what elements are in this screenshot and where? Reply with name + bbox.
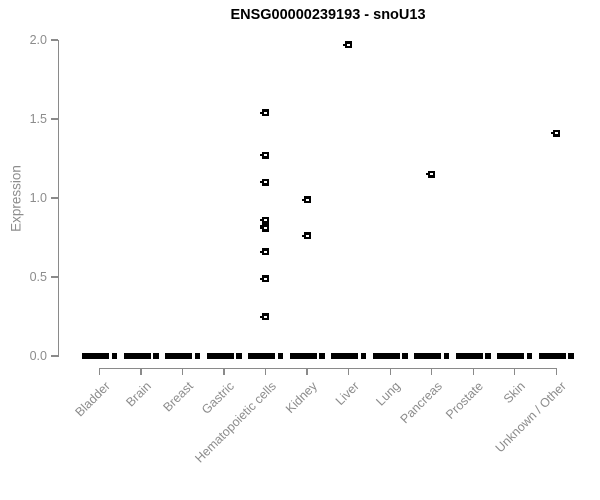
- y-tick-label: 0.0: [29, 348, 47, 363]
- y-tick-label: 1.5: [29, 111, 47, 126]
- data-point: [550, 129, 560, 137]
- zero-expression-dash: [360, 353, 367, 359]
- y-axis-tick: [51, 118, 58, 120]
- x-axis-tick: [472, 368, 474, 375]
- zero-expression-dash: [526, 353, 533, 359]
- x-axis-tick: [431, 368, 433, 375]
- x-axis-tick: [306, 368, 308, 375]
- y-axis-tick: [51, 197, 58, 199]
- zero-expression-dash: [331, 353, 359, 359]
- data-point: [260, 313, 270, 320]
- data-point: [301, 232, 311, 240]
- data-point: [260, 216, 270, 224]
- zero-expression-dash: [82, 353, 109, 359]
- y-tick-label: 1.0: [29, 190, 47, 205]
- data-point: [260, 178, 270, 186]
- y-tick-label: 0.5: [29, 269, 47, 284]
- x-axis-tick: [514, 368, 516, 375]
- zero-expression-dash: [236, 353, 242, 359]
- data-point: [260, 275, 270, 283]
- zero-expression-dash: [485, 353, 491, 359]
- data-point: [426, 170, 436, 178]
- x-axis-tick: [555, 368, 558, 375]
- zero-expression-dash: [568, 353, 574, 359]
- y-tick-label: 2.0: [29, 32, 47, 47]
- zero-expression-dash: [248, 353, 276, 359]
- y-axis-tick: [51, 276, 58, 278]
- zero-expression-dash: [372, 353, 400, 359]
- x-axis-tick: [140, 368, 142, 375]
- y-axis-tick: [51, 39, 58, 41]
- zero-expression-dash: [277, 353, 284, 359]
- x-axis-line: [99, 367, 557, 369]
- zero-expression-dash: [194, 353, 201, 359]
- zero-expression-dash: [538, 353, 566, 359]
- zero-expression-dash: [165, 353, 193, 359]
- data-point: [260, 109, 270, 117]
- zero-expression-dash: [206, 353, 234, 359]
- y-axis-tick: [51, 355, 58, 357]
- zero-expression-dash: [319, 353, 325, 359]
- zero-expression-dash: [402, 353, 408, 359]
- x-axis-tick: [347, 368, 350, 375]
- data-point: [301, 196, 311, 204]
- data-point: [260, 248, 270, 256]
- zero-expression-dash: [289, 353, 317, 359]
- zero-expression-dash: [497, 353, 525, 359]
- data-point: [343, 41, 353, 49]
- zero-expression-dash: [414, 353, 442, 359]
- zero-expression-dash: [123, 353, 151, 359]
- x-axis-tick: [223, 368, 225, 375]
- chart-title: ENSG00000239193 - snoU13: [230, 7, 426, 23]
- x-axis-tick: [264, 368, 267, 375]
- data-point: [260, 224, 270, 232]
- x-axis-tick: [98, 368, 101, 375]
- zero-expression-dash: [443, 353, 450, 359]
- data-point: [260, 151, 270, 159]
- zero-expression-dash: [455, 353, 483, 359]
- x-axis-tick: [389, 368, 391, 375]
- y-axis-line: [57, 40, 59, 357]
- zero-expression-dash: [153, 353, 159, 359]
- zero-expression-dash: [111, 353, 117, 359]
- x-axis-tick: [181, 368, 184, 375]
